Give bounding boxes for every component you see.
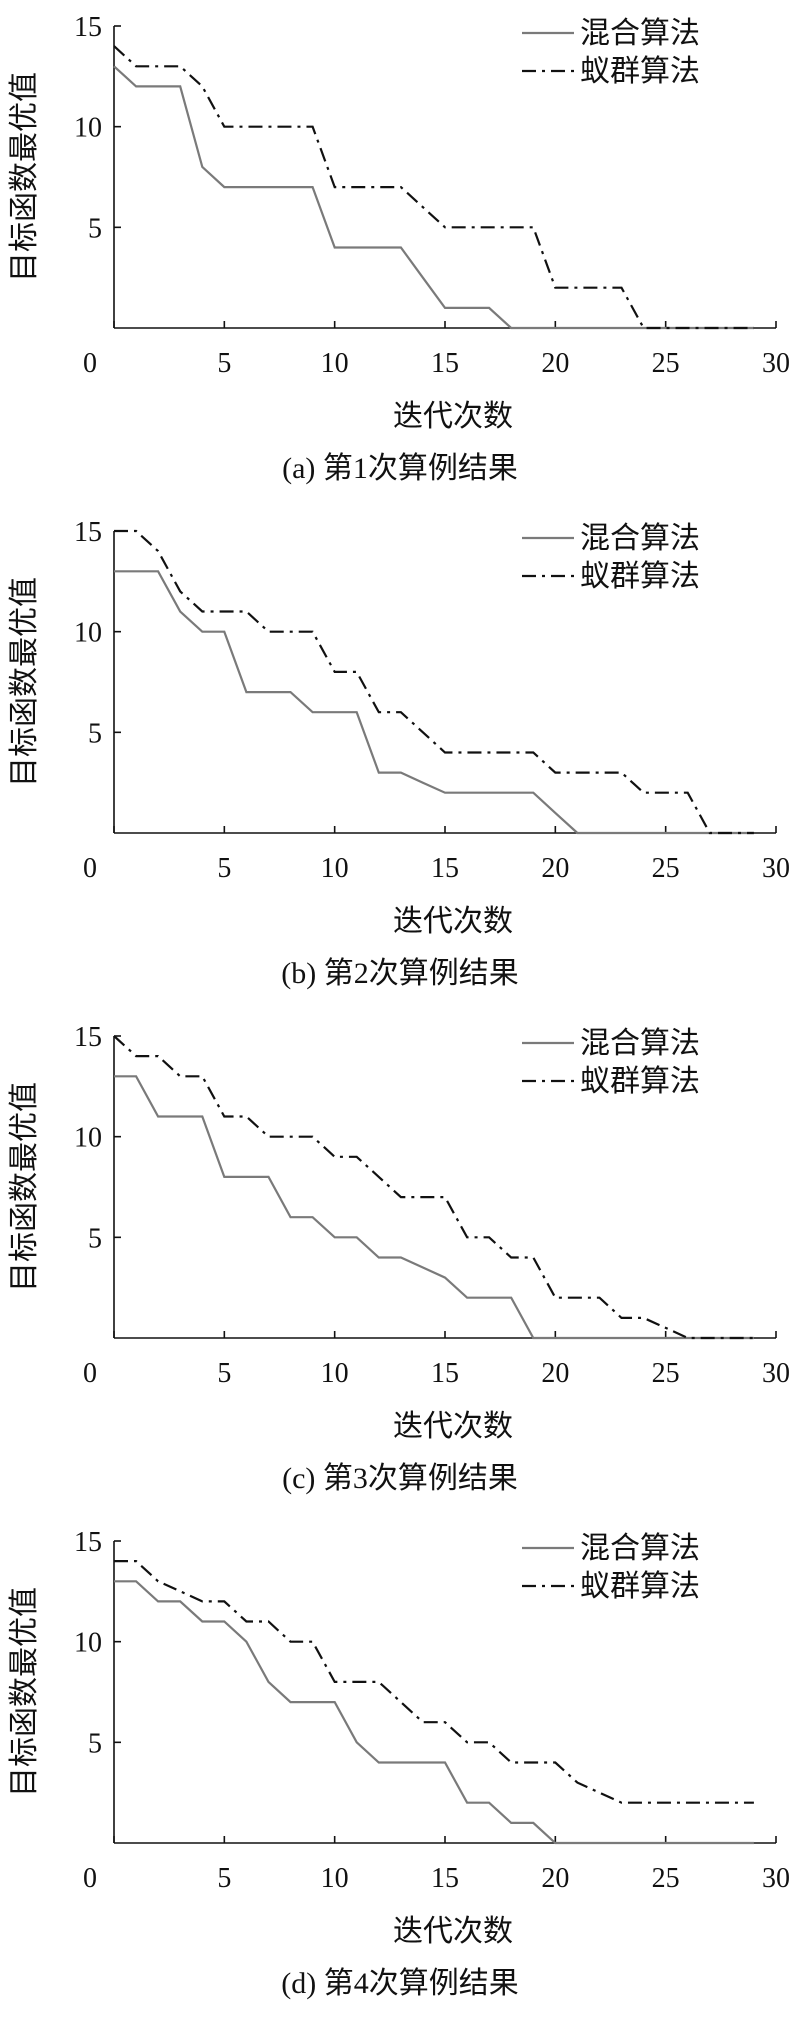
series-line-ant: [114, 529, 754, 835]
y-axis-title: 目标函数最优值: [7, 577, 42, 787]
series-line-ant: [114, 1559, 754, 1804]
x-tick-label: 0: [83, 1863, 97, 1894]
chart-caption: (b) 第2次算例结果: [281, 957, 518, 990]
y-tick-label: 5: [88, 1223, 102, 1254]
y-tick-label: 10: [74, 113, 102, 144]
series-line-ant: [113, 1035, 754, 1340]
x-tick-label: 5: [217, 1863, 231, 1894]
legend-label: 蚁群算法: [580, 1569, 700, 1604]
x-axis-title: 迭代次数: [393, 904, 513, 939]
y-tick-label: 10: [74, 1123, 102, 1154]
x-tick-label: 25: [652, 853, 680, 884]
series-line-hybrid: [114, 570, 754, 835]
x-tick-label: 0: [83, 348, 97, 379]
series-line-hybrid: [114, 1075, 754, 1340]
y-tick-label: 15: [74, 1022, 102, 1053]
x-tick-label: 20: [541, 853, 569, 884]
x-tick-label: 15: [431, 1358, 459, 1389]
x-tick-label: 25: [652, 1863, 680, 1894]
x-tick-label: 30: [762, 1863, 790, 1894]
x-tick-label: 30: [762, 1358, 790, 1389]
legend-label: 混合算法: [580, 1531, 700, 1566]
y-tick-label: 15: [74, 12, 102, 43]
legend-label: 蚁群算法: [580, 559, 700, 594]
y-tick-label: 15: [74, 1527, 102, 1558]
chart-panel-1: 0 5 10 15 20 25 30 5 10 15 迭代次数 目标函数最优值 混合算法 蚁群算法 (b) …: [0, 505, 800, 1010]
x-tick-label: 5: [217, 348, 231, 379]
chart-caption: (d) 第4次算例结果: [281, 1967, 518, 2000]
chart-caption: (c) 第3次算例结果: [282, 1462, 518, 1495]
series-line-ant: [113, 45, 754, 330]
legend-label: 混合算法: [580, 521, 700, 556]
legend-label: 蚁群算法: [580, 54, 700, 89]
x-tick-label: 0: [83, 853, 97, 884]
x-axis-title: 迭代次数: [393, 1914, 513, 1949]
y-tick-label: 10: [74, 618, 102, 649]
x-tick-label: 20: [541, 1863, 569, 1894]
y-axis-title: 目标函数最优值: [7, 1082, 42, 1292]
x-tick-label: 25: [652, 348, 680, 379]
x-tick-label: 30: [762, 348, 790, 379]
x-tick-label: 10: [321, 853, 349, 884]
series-line-hybrid: [114, 1580, 754, 1845]
chart-caption: (a) 第1次算例结果: [282, 452, 518, 485]
y-tick-label: 10: [74, 1628, 102, 1659]
y-tick-label: 15: [74, 517, 102, 548]
x-tick-label: 20: [541, 348, 569, 379]
x-tick-label: 10: [321, 1863, 349, 1894]
x-tick-label: 15: [431, 1863, 459, 1894]
x-tick-label: 5: [217, 1358, 231, 1389]
x-tick-label: 5: [217, 853, 231, 884]
y-axis-title: 目标函数最优值: [7, 1587, 42, 1797]
y-axis-title: 目标函数最优值: [7, 72, 42, 282]
chart-panel-0: 0 5 10 15 20 25 30 5 10 15 迭代次数 目标函数最优值 混合算法 蚁群算法 (a) …: [0, 0, 800, 505]
chart-panel-3: 0 5 10 15 20 25 30 5 10 15 迭代次数 目标函数最优值 混合算法 蚁群算法 (d) …: [0, 1515, 800, 2020]
x-tick-label: 10: [321, 348, 349, 379]
series-line-hybrid: [113, 65, 754, 330]
legend-label: 混合算法: [580, 1026, 700, 1061]
x-tick-label: 15: [431, 853, 459, 884]
x-tick-label: 30: [762, 853, 790, 884]
y-tick-label: 5: [88, 1728, 102, 1759]
x-tick-label: 20: [541, 1358, 569, 1389]
x-axis-title: 迭代次数: [393, 1409, 513, 1444]
y-tick-label: 5: [88, 718, 102, 749]
x-tick-label: 25: [652, 1358, 680, 1389]
legend-label: 蚁群算法: [580, 1064, 700, 1099]
x-tick-label: 10: [321, 1358, 349, 1389]
chart-panel-2: 0 5 10 15 20 25 30 5 10 15 迭代次数 目标函数最优值 混合算法 蚁群算法 (c) …: [0, 1010, 800, 1515]
x-tick-label: 15: [431, 348, 459, 379]
y-tick-label: 5: [88, 213, 102, 244]
x-tick-label: 0: [83, 1358, 97, 1389]
legend-label: 混合算法: [580, 16, 700, 51]
x-axis-title: 迭代次数: [393, 399, 513, 434]
